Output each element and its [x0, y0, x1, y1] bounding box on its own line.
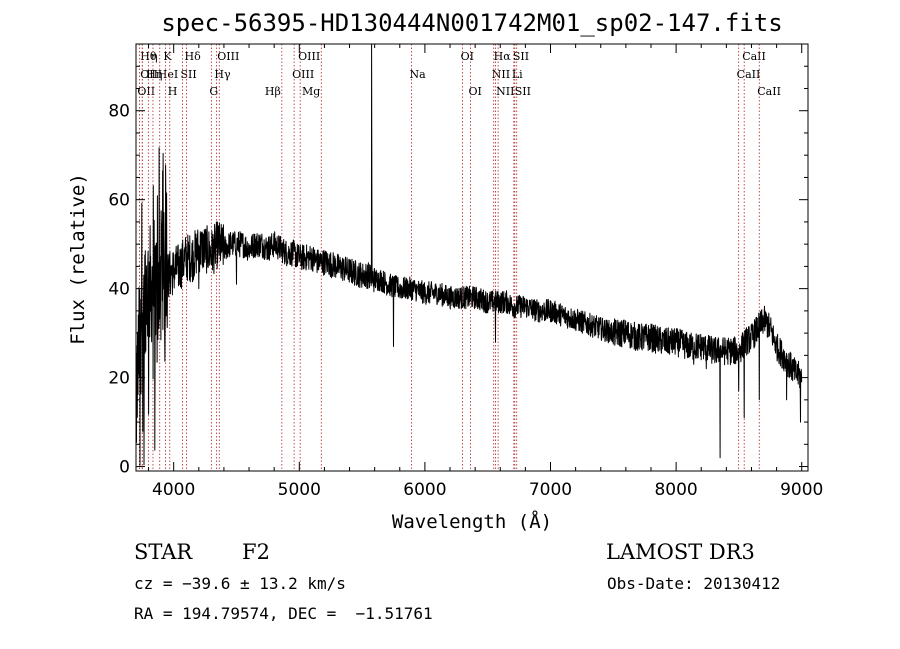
spectral-line-label: OII	[137, 85, 155, 98]
x-tick-label: 7000	[529, 480, 572, 500]
y-axis-label: Flux (relative)	[67, 173, 89, 345]
axis-ticks: 4000 5000 6000 7000 8000 9000 0 20 40 60 80	[108, 44, 823, 500]
spectral-line-label: Hη	[146, 68, 162, 81]
spectral-line-label: Na	[409, 68, 426, 81]
plot-frame	[135, 43, 809, 472]
x-tick-label: 6000	[403, 480, 446, 500]
y-tick-label: 0	[119, 458, 130, 478]
spectral-line-label: K	[163, 50, 172, 63]
spectral-line-label: OIII	[292, 68, 314, 81]
spectral-line-label: NII	[496, 85, 514, 98]
object-class: STAR	[134, 540, 193, 564]
spectral-line-label: OII	[140, 68, 158, 81]
spectral-line-label: Hθ	[140, 50, 157, 63]
spectral-line-label: H	[168, 85, 178, 98]
spectral-line-label: CaII	[742, 50, 766, 63]
obs-date: Obs-Date: 20130412	[607, 574, 781, 593]
coordinates-readout: RA = 194.79574, DEC = −1.51761	[134, 604, 433, 623]
survey-name: LAMOST DR3	[606, 540, 755, 564]
spectral-line-label: NII	[492, 68, 510, 81]
spectral-line-label: Hδ	[184, 50, 201, 63]
spectral-line-label: Hγ	[214, 68, 231, 81]
spectral-line-label: Hα	[494, 50, 512, 63]
spectral-line-label: CaII	[737, 68, 761, 81]
spectral-line-label: Hβ	[265, 85, 281, 98]
chart-title: spec-56395-HD130444N001742M01_sp02-147.f…	[161, 9, 782, 37]
x-axis-label: Wavelength (Å)	[392, 510, 552, 533]
spectral-line-label: CaII	[757, 85, 781, 98]
x-tick-label: 5000	[278, 480, 321, 500]
spectral-line-label: η	[151, 50, 158, 63]
spectral-line-label: OIII	[298, 50, 320, 63]
spectrum-line	[135, 43, 803, 466]
spectral-line-label: OIII	[217, 50, 239, 63]
spectral-line-markers: OIIHθOIIHηηHeIKHSIIHδGHγOIIIHβOIIIOIIIMg…	[137, 44, 781, 471]
spectral-line-label: Li	[512, 68, 523, 81]
spectral-line-label: HeI	[158, 68, 178, 81]
y-tick-label: 40	[108, 280, 130, 300]
spectral-line-label: SII	[513, 50, 529, 63]
x-tick-label: 4000	[152, 480, 195, 500]
y-tick-label: 60	[108, 191, 130, 211]
y-tick-label: 80	[108, 102, 130, 122]
spectral-line-label: OI	[468, 85, 481, 98]
y-tick-label: 20	[108, 369, 130, 389]
x-tick-label: 9000	[780, 480, 823, 500]
spectral-line-label: OI	[461, 50, 474, 63]
redshift-readout: cz = −39.6 ± 13.2 km/s	[134, 574, 346, 593]
spectral-line-label: SII	[515, 85, 531, 98]
subclass: F2	[242, 540, 270, 564]
spectral-line-label: SII	[180, 68, 196, 81]
x-tick-label: 8000	[654, 480, 697, 500]
spectral-line-label: G	[209, 85, 218, 98]
spectral-line-label: Mg	[302, 85, 320, 98]
